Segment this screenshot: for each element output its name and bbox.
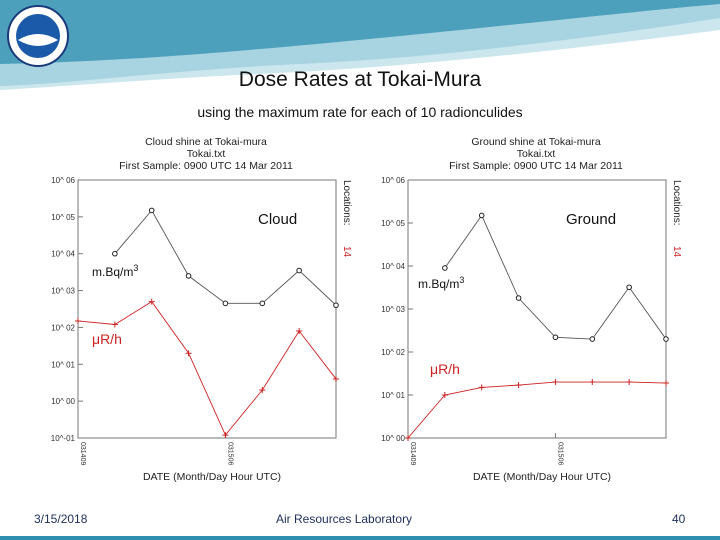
chart-1-series-0-line [444,214,667,340]
chart-1-xlabel: DATE (Month/Day Hour UTC) [473,471,611,483]
chart-0-ytick-label: 10^ 01 [51,360,75,369]
chart-0-ytick-label: 10^ 02 [51,323,75,332]
ground-shine-chart: Ground shine at Tokai-muraTokai.txtFirst… [381,136,682,483]
chart-1-black-point [589,336,596,342]
cloud-shine-chart: Cloud shine at Tokai-muraTokai.txtFirst … [51,136,352,483]
chart-1-red-point [663,380,669,387]
chart-0-title-line: First Sample: 0900 UTC 14 Mar 2011 [119,160,293,172]
chart-0-plot-frame [77,179,337,439]
footer-bar [0,536,720,540]
chart-0-xtick-label: 031506 [226,442,233,465]
page-number: 40 [672,512,686,526]
chart-0-red-unit: μR/h [92,331,122,347]
chart-0-red-point [222,432,229,439]
chart-0-side-value: 14 [341,246,352,258]
slide-subtitle: using the maximum rate for each of 10 ra… [197,104,523,120]
chart-1-red-point [441,392,448,398]
chart-0-black-unit: m.Bq/m3 [92,263,138,279]
chart-0-series-0-line [114,209,337,306]
chart-0-black-point [259,300,266,307]
banner-wave-light [0,4,720,90]
chart-1-red-point [552,379,559,386]
chart-1-red-point [589,379,596,386]
chart-1-black-point [626,284,632,291]
chart-1-ytick-label: 10^ 01 [381,391,405,400]
chart-0-ytick-label: 10^ 05 [51,213,75,222]
chart-1-ytick-label: 10^ 05 [381,219,405,228]
chart-0-series-1-line [77,301,337,436]
chart-0-side-label: Locations: [341,180,352,226]
chart-0-ytick-label: 10^ 06 [51,176,75,185]
chart-1-side-value: 14 [671,246,682,258]
chart-0-ytick-label: 10^ 00 [51,397,75,406]
chart-1-plot-frame [407,179,667,439]
chart-1-title-line: Tokai.txt [517,148,556,160]
chart-1-black-point [515,295,522,301]
footer-date: 3/15/2018 [34,512,88,526]
chart-1-red-point [515,382,522,389]
chart-0-panel-label: Cloud [258,211,297,228]
footer-org: Air Resources Laboratory [276,512,413,526]
chart-0-black-point [296,267,302,274]
chart-0-title-line: Cloud shine at Tokai-mura [145,136,267,148]
chart-1-black-point [442,265,448,271]
chart-1-red-point [478,384,485,391]
chart-0-black-point [112,250,118,257]
chart-1-ytick-label: 10^ 00 [381,434,405,443]
chart-0-red-point [111,321,118,328]
chart-0-black-point [185,273,192,279]
chart-0-ytick-label: 10^-01 [51,434,76,443]
chart-0-xlabel: DATE (Month/Day Hour UTC) [143,471,281,483]
chart-1-ytick-label: 10^ 02 [381,348,405,357]
chart-0-black-point [148,207,155,214]
chart-1-title-line: First Sample: 0900 UTC 14 Mar 2011 [449,160,623,172]
chart-0-black-point [222,300,229,307]
chart-0-xtick-label: 031409 [79,442,86,465]
chart-0-title-line: Tokai.txt [187,148,226,160]
chart-0-red-point [296,328,303,334]
slide-title: Dose Rates at Tokai-Mura [238,68,482,91]
chart-1-red-unit: μR/h [430,361,460,377]
chart-0-ytick-label: 10^ 03 [51,287,75,296]
chart-0-red-point [333,375,339,382]
chart-1-black-point [663,336,669,342]
chart-1-ytick-label: 10^ 04 [381,262,405,271]
chart-1-black-unit-sup: 3 [459,275,464,285]
chart-0-red-point [259,387,266,394]
chart-1-panel-label: Ground [566,211,616,228]
chart-0-red-point [185,350,192,357]
chart-1-black-point [552,334,559,341]
chart-1-xtick-label: 031506 [556,442,563,465]
chart-0-black-point [333,302,339,309]
chart-0-red-point [75,317,81,324]
chart-1-side-label: Locations: [671,180,682,226]
chart-1-title-line: Ground shine at Tokai-mura [471,136,601,148]
chart-0-black-unit-sup: 3 [133,263,138,273]
chart-1-xtick-label: 031409 [409,442,416,465]
chart-0-ytick-label: 10^ 04 [51,250,75,259]
chart-1-red-point [626,379,633,386]
chart-1-black-unit: m.Bq/m3 [418,275,464,291]
chart-1-black-point [478,212,485,219]
chart-1-ytick-label: 10^ 03 [381,305,405,314]
chart-0-red-point [148,298,155,305]
chart-1-red-point [405,435,411,441]
chart-1-ytick-label: 10^ 06 [381,176,405,185]
chart-1-series-1-line [407,381,667,439]
noaa-logo-bird [18,34,58,46]
